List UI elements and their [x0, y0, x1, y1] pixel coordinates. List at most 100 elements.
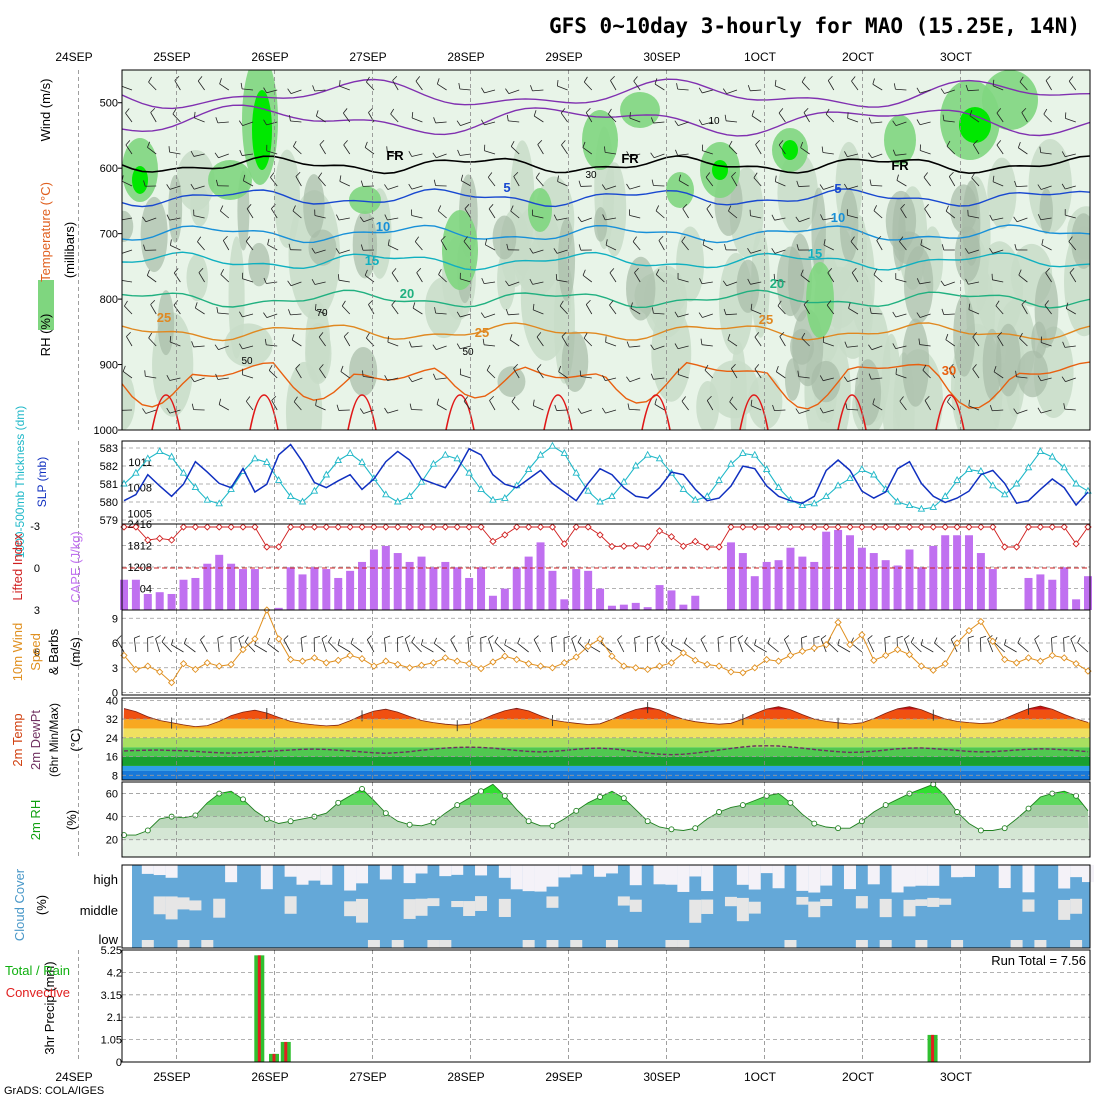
wind10-barb	[1004, 639, 1017, 653]
wind-barb	[263, 277, 278, 284]
rh-blob	[839, 189, 859, 263]
pressure-tick-label: 700	[100, 229, 118, 241]
wind10-barb	[337, 639, 351, 653]
wind10-marker	[536, 662, 545, 670]
wind-barb	[626, 341, 641, 348]
wind10-marker	[322, 659, 330, 667]
wind-barb	[506, 114, 520, 123]
cape-bar	[358, 561, 367, 610]
cloud-high-gap	[843, 865, 856, 890]
thickness-tick-label: 580	[100, 497, 118, 509]
run-total-label: Run Total = 7.56	[991, 953, 1086, 968]
wind-barb	[843, 376, 859, 383]
wind-barb	[146, 269, 157, 283]
cape-bar	[1024, 577, 1033, 610]
wind-barb	[604, 146, 617, 155]
wind-barb	[150, 107, 157, 123]
rh-blob-green	[806, 262, 834, 338]
rh-band	[122, 784, 1090, 794]
thickness-marker	[893, 497, 902, 505]
wind-barb	[191, 403, 205, 411]
wind-barb	[387, 336, 399, 347]
wind-barb	[246, 204, 254, 219]
wind-barb	[190, 376, 205, 383]
rh-band	[122, 805, 1090, 817]
wind-barb	[315, 110, 326, 123]
isotherm-purple	[122, 104, 1090, 137]
wind-barb	[724, 114, 738, 123]
cloud-cover-yunit: (%)	[34, 895, 49, 915]
isotherm-35	[935, 394, 965, 430]
li-marker	[322, 523, 330, 531]
wind-barb	[340, 365, 351, 379]
li-marker	[941, 523, 949, 531]
wind10-marker	[191, 665, 200, 674]
cloud-high-gap	[356, 865, 369, 884]
wind-barb	[293, 396, 302, 411]
isotherm-label: 10	[831, 210, 845, 225]
wind-barb	[289, 115, 302, 123]
wind-barb	[682, 204, 689, 219]
isotherm-label: 20	[770, 276, 784, 291]
rh-legend-swatch	[38, 280, 54, 330]
rh2m-marker	[668, 826, 675, 833]
wind-barb	[650, 152, 665, 159]
wind-barb	[923, 172, 931, 187]
thickness-marker	[941, 492, 949, 500]
wind10-barb	[133, 635, 141, 653]
cape-bar	[572, 569, 581, 610]
wind-barb	[343, 108, 351, 123]
thickness-marker	[584, 486, 592, 494]
wind10-barb	[1077, 637, 1089, 653]
wind-barb	[481, 277, 496, 285]
wind10-marker	[977, 617, 985, 626]
wind-barb	[775, 365, 786, 379]
wind10-marker	[1024, 654, 1033, 662]
wind-barb	[892, 311, 907, 318]
thickness-marker	[274, 475, 283, 483]
rh2m-marker	[192, 812, 199, 819]
wind-barb	[771, 214, 786, 221]
wind-barb	[609, 300, 617, 315]
cloud-high-gap	[760, 865, 773, 874]
wind-barb	[335, 248, 350, 254]
wind10-barb	[867, 635, 875, 653]
wind-barb	[779, 331, 786, 347]
wind10-marker	[1048, 651, 1056, 660]
wind-barb	[1018, 269, 1028, 283]
li-tick-label: 3	[34, 605, 40, 617]
wind-barb	[437, 205, 447, 219]
cape-bar	[393, 553, 402, 610]
cape-bar	[179, 579, 188, 610]
rh2m-marker	[240, 796, 246, 803]
li-marker	[394, 523, 402, 531]
cloud-cover-panel: high middle low Cloud Cover (%)	[12, 864, 1094, 949]
wind10-marker	[477, 664, 485, 673]
cloud-high-gap	[546, 865, 559, 887]
cloud-high-gap	[594, 865, 607, 877]
cape-bar	[774, 560, 783, 610]
wind-barb	[343, 331, 351, 347]
wind-barb	[610, 75, 617, 91]
wind-barb	[948, 363, 956, 379]
cloud-high-gap	[534, 865, 547, 892]
rh-blob-green	[528, 188, 552, 232]
wind-barb	[293, 140, 302, 155]
wind10-barb	[300, 635, 307, 653]
wind10-marker	[382, 657, 390, 665]
rh-blob	[790, 328, 814, 365]
rh-tick-label: 60	[106, 789, 118, 801]
wind-barb	[601, 407, 617, 414]
wind-barb	[536, 364, 544, 379]
wind10-barb	[433, 637, 446, 653]
cloud-high-gap	[379, 865, 392, 880]
li-marker	[751, 523, 759, 531]
wind10-barb	[147, 635, 154, 653]
thickness-tick-label: 583	[100, 443, 118, 455]
li-marker	[810, 523, 818, 531]
wind10-marker	[513, 655, 521, 664]
cloud-high-gap	[153, 865, 166, 876]
cloud-mid-gap	[356, 898, 369, 923]
cape-bar	[893, 565, 902, 610]
thickness-marker	[596, 497, 604, 505]
